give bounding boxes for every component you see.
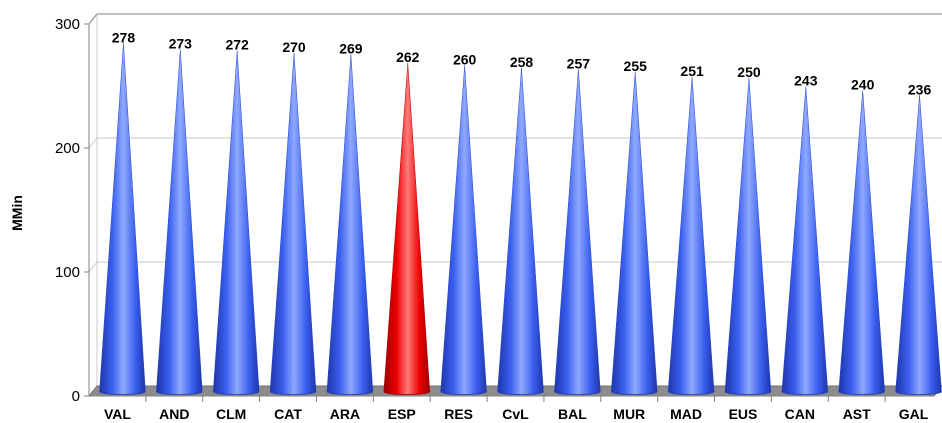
cone-body (554, 69, 601, 395)
x-tick-label-gal: GAL (899, 406, 929, 422)
data-label-clm: 272 (225, 37, 249, 53)
x-tick-label-esp: ESP (388, 406, 416, 422)
data-label-val: 278 (112, 29, 136, 45)
cone-gal (895, 95, 942, 395)
x-tick-label-mad: MAD (670, 406, 702, 422)
x-tick-label-and: AND (159, 406, 189, 422)
cone-body (99, 43, 146, 395)
x-axis: VAL AND CLM CAT ARA ESP RES CvL BAL MUR MAD EUS CAN A… (89, 395, 934, 422)
cone-mur (610, 71, 658, 395)
cone-body (326, 54, 374, 395)
data-label-ast: 240 (851, 76, 875, 92)
cone-body (781, 86, 829, 395)
cone-eus (724, 77, 772, 395)
cone-cvl (497, 68, 544, 395)
cone-body (156, 49, 203, 395)
cone-and (156, 49, 203, 395)
x-tick-label-ast: AST (843, 406, 871, 422)
y-tick-label: 300 (55, 16, 80, 33)
x-tick-label-can: CAN (785, 406, 815, 422)
cone-body (497, 68, 544, 395)
y-tick-label: 200 (55, 140, 80, 157)
data-label-cat: 270 (282, 39, 306, 55)
data-label-mur: 255 (624, 58, 648, 74)
cone-ast (838, 90, 885, 395)
cone-body (895, 95, 942, 395)
cone-cat (269, 53, 317, 395)
y-tick-label: 0 (72, 388, 80, 405)
cone-res (440, 65, 487, 395)
x-tick-label-clm: CLM (216, 406, 246, 422)
cone-can (781, 86, 829, 395)
x-tick-label-ara: ARA (330, 406, 360, 422)
cone-mad (667, 76, 715, 395)
cone-body (610, 71, 658, 395)
cone-val (99, 43, 146, 395)
cone-body (383, 63, 431, 395)
gridline-300 (88, 13, 942, 25)
data-label-esp: 262 (396, 49, 420, 65)
data-label-can: 243 (794, 73, 818, 89)
cone-body (724, 77, 772, 395)
data-label-res: 260 (453, 52, 477, 68)
cone-esp (383, 63, 431, 395)
data-label-gal: 236 (908, 81, 932, 97)
cone-series (99, 43, 942, 395)
data-label-bal: 257 (567, 55, 591, 71)
x-tick-label-cvl: CvL (502, 406, 529, 422)
cone-body (838, 90, 885, 395)
x-tick-label-res: RES (444, 406, 473, 422)
cone-body (440, 65, 487, 395)
data-labels: 278 273 272 270 269 262 260 258 257 255 251 250 243 2… (112, 29, 932, 97)
cone-clm (212, 50, 260, 395)
data-label-cvl: 258 (510, 54, 534, 70)
x-tick-label-eus: EUS (729, 406, 758, 422)
x-tick-label-val: VAL (104, 406, 131, 422)
y-axis-title: MMin (9, 195, 25, 231)
cone-bal (554, 69, 601, 395)
x-tick-label-bal: BAL (558, 406, 587, 422)
data-label-mad: 251 (680, 63, 704, 79)
cone-ara (326, 54, 374, 395)
x-tick-label-cat: CAT (274, 406, 302, 422)
cone-body (269, 53, 317, 395)
y-tick-label: 100 (55, 264, 80, 281)
y-axis: 0 100 200 300 (55, 16, 90, 405)
x-tick-label-mur: MUR (613, 406, 645, 422)
data-label-and: 273 (169, 35, 193, 51)
cone-body (212, 50, 260, 395)
cone-body (667, 76, 715, 395)
data-label-ara: 269 (339, 40, 363, 56)
data-label-eus: 250 (737, 64, 761, 80)
